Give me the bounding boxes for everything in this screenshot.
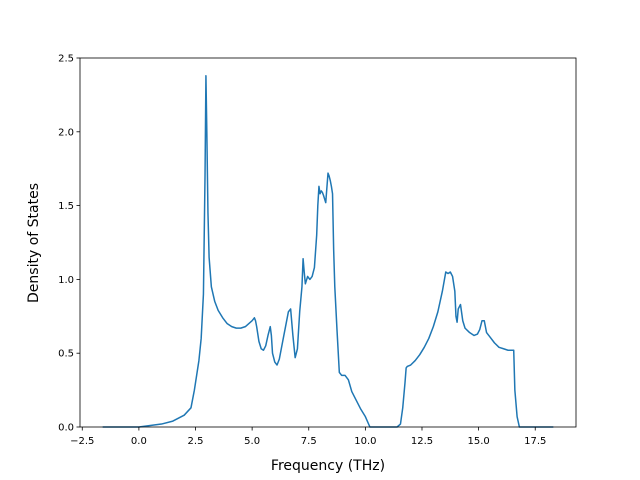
- y-tick-label: 1.5: [58, 201, 74, 212]
- x-tick-label: −2.5: [70, 436, 94, 447]
- y-axis-label: Density of States: [26, 183, 42, 303]
- dos-series-line-0: [102, 74, 554, 428]
- y-tick-label: 2.0: [58, 127, 74, 138]
- x-tick-label: 5.0: [244, 436, 260, 447]
- x-tick-label: 17.5: [524, 436, 546, 447]
- x-tick-label: 0.0: [131, 436, 147, 447]
- x-tick-label: 15.0: [467, 436, 489, 447]
- plot-area: [79, 57, 577, 428]
- x-tick-label: 2.5: [188, 436, 204, 447]
- x-tick-label: 7.5: [301, 436, 317, 447]
- x-axis-ticks: −2.5 0.0 2.5 5.0 7.5 10.0 12.5 15.0 17.5: [70, 427, 546, 447]
- y-tick-label: 0.0: [58, 423, 74, 434]
- x-tick-label: 12.5: [411, 436, 433, 447]
- x-tick-label: 10.0: [354, 436, 376, 447]
- y-tick-label: 1.0: [58, 275, 74, 286]
- x-axis-label: Frequency (THz): [271, 458, 385, 474]
- y-tick-label: 2.5: [58, 54, 74, 65]
- y-axis-ticks: 0.0 0.5 1.0 1.5 2.0 2.5: [58, 54, 80, 434]
- axes-frame: [79, 57, 577, 428]
- y-tick-label: 0.5: [58, 349, 74, 360]
